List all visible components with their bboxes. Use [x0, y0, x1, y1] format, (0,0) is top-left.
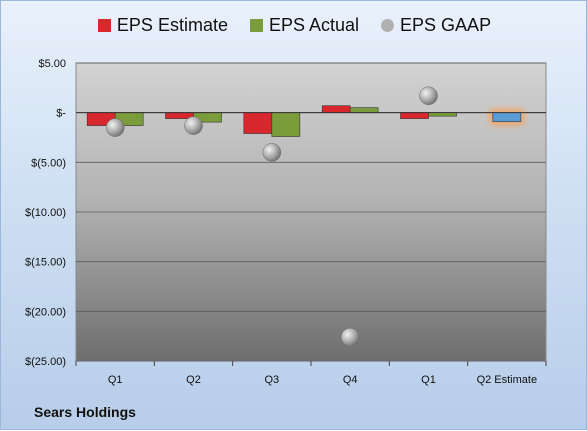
legend-item-gaap: EPS GAAP [381, 15, 491, 36]
x-tick-label: Q1 [108, 374, 123, 386]
point-eps-gaap [340, 327, 360, 347]
bar-eps-actual [349, 107, 379, 113]
legend-label-actual: EPS Actual [268, 15, 360, 35]
x-tick-label: Q3 [264, 374, 279, 386]
legend-item-actual: EPS Actual [249, 15, 360, 36]
x-tick-label: Q1 [421, 374, 436, 386]
company-name: Sears Holdings [34, 404, 136, 420]
y-tick-label: $(20.00) [25, 306, 66, 318]
y-tick-label: $5.00 [38, 58, 66, 70]
bar-eps-estimate [243, 112, 273, 134]
legend: EPS Estimate EPS Actual EPS GAAP [1, 15, 587, 36]
y-tick-label: $(25.00) [25, 356, 66, 368]
y-tick-label: $(15.00) [25, 257, 66, 269]
y-tick-label: $(5.00) [31, 157, 66, 169]
point-eps-gaap [419, 86, 438, 106]
bar-eps-actual [271, 112, 301, 137]
point-eps-gaap [105, 118, 125, 137]
bar-eps-estimate [400, 112, 429, 119]
y-tick-label: $(10.00) [25, 207, 66, 219]
bar-eps-estimate [492, 112, 522, 122]
legend-swatch-gaap [381, 19, 395, 32]
point-eps-gaap [262, 143, 282, 162]
y-tick-label: $- [56, 108, 66, 120]
x-tick-label: Q2 Estimate [477, 374, 538, 386]
legend-item-estimate: EPS Estimate [97, 15, 228, 36]
bar-eps-actual [428, 112, 457, 117]
legend-swatch-actual [249, 19, 263, 32]
x-tick-label: Q4 [343, 374, 358, 386]
legend-swatch-estimate [97, 19, 111, 32]
bar-eps-estimate [321, 105, 351, 113]
x-tick-label: Q2 [186, 374, 201, 386]
point-eps-gaap [184, 116, 203, 135]
legend-label-gaap: EPS GAAP [400, 15, 492, 35]
legend-label-estimate: EPS Estimate [116, 15, 228, 35]
